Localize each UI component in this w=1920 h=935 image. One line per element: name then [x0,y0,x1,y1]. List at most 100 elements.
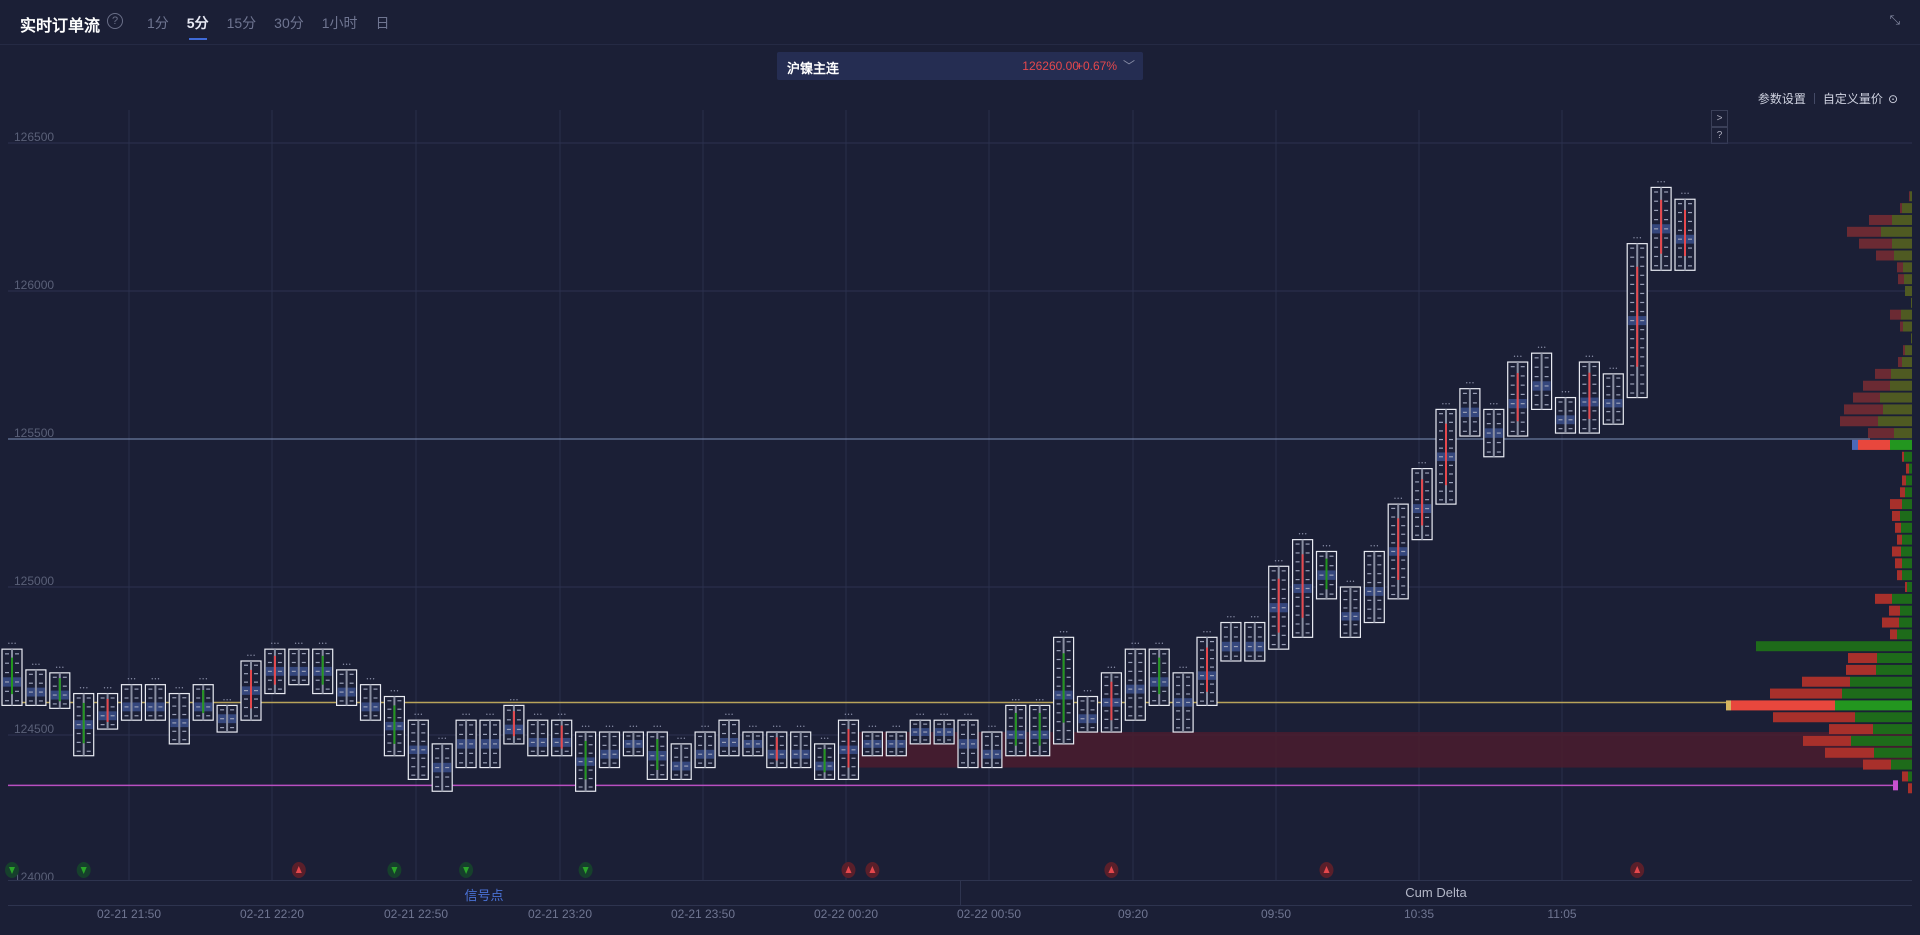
candle-header-dots: • • • [80,686,88,692]
tab-1min[interactable]: 1分 [147,15,169,31]
footprint-candle: • • • [1268,558,1290,650]
footprint-candle: • • • [1507,354,1529,437]
candle-header-dots: • • • [1131,641,1139,647]
footprint-candle: • • • [1291,532,1314,638]
tab-30min[interactable]: 30分 [274,15,304,31]
candle-header-dots: • • • [343,662,351,668]
volume-profile-sell-bar [1898,357,1902,368]
volume-profile-buy-bar [1911,297,1912,308]
footprint-candle: • • • [551,712,573,757]
candle-header-dots: • • • [438,736,446,742]
volume-profile-buy-bar [1909,463,1912,474]
candle-header-dots: • • • [127,677,135,683]
footprint-candle: • • • [1674,191,1696,271]
tab-day[interactable]: 日 [375,15,390,31]
volume-profile-sell-bar [1731,700,1835,711]
volume-profile-buy-bar [1901,546,1912,557]
footprint-candle: • • • [670,736,692,781]
footprint-candle: • • • [383,689,405,757]
footprint-candle: • • • [455,712,477,769]
candle-header-dots: • • • [821,736,829,742]
volume-profile-sell-bar [1898,274,1904,285]
footprint-candle: • • • [1029,697,1051,757]
volume-profile-sell-bar [1802,676,1850,687]
candle-header-dots: • • • [725,712,733,718]
candle-header-dots: • • • [1514,354,1522,360]
tab-cum-delta[interactable]: Cum Delta [1405,885,1467,900]
circle-dot-icon[interactable]: ⊙ [1887,91,1898,106]
volume-profile-buy-bar [1899,617,1912,628]
candle-header-dots: • • • [749,724,757,730]
footprint-candle: • • • [981,724,1003,769]
tab-1hour[interactable]: 1小时 [321,15,358,31]
volume-profile-sell-bar [1905,582,1907,592]
footprint-candle: • • • [407,712,429,781]
volume-profile-buy-bar [1880,392,1912,403]
divider [1813,93,1815,104]
volume-profile-sell-bar [1897,262,1903,273]
x-axis-label: 02-21 22:20 [239,907,305,921]
volume-profile-buy-bar [1903,321,1912,332]
collapse-arrows-icon[interactable]: ⤡ [1889,12,1900,27]
tab-signals[interactable]: 信号点 [464,888,504,903]
volume-profile-sell-bar [1803,735,1851,746]
footprint-candle: • • • [909,712,931,745]
footprint-candle: • • • [1148,641,1170,706]
footprint-candle: • • • [1172,665,1194,733]
candle-header-dots: • • • [916,712,924,718]
footprint-candle: • • • [1483,401,1505,458]
volume-profile-sell-bar [1875,593,1892,604]
tab-5min[interactable]: 5分 [186,15,209,40]
question-circle-icon[interactable]: ? [107,13,123,29]
candle-header-dots: • • • [56,665,64,671]
footprint-candle: • • • [120,677,143,721]
candle-header-dots: • • • [1418,461,1426,467]
candle-header-dots: • • • [1490,401,1498,407]
candle-header-dots: • • • [295,641,303,647]
tab-15min[interactable]: 15分 [226,15,257,31]
candle-header-dots: • • • [534,712,542,718]
candle-header-dots: • • • [1060,629,1068,635]
volume-profile-sell-bar [1895,522,1901,533]
volume-profile-buy-bar [1892,238,1912,249]
footprint-candle: • • • [1411,461,1433,541]
volume-profile-sell-bar [1876,250,1894,261]
candle-header-dots: • • • [1012,697,1020,703]
footprint-candle: • • • [144,677,166,721]
footprint-candle: • • • [1387,496,1409,600]
chevron-down-icon: ﹀ [1122,59,1135,73]
volume-profile-sell-bar [1825,747,1874,758]
footprint-candle: • • • [1339,579,1362,638]
candle-header-dots: • • • [414,712,422,718]
params-settings-button[interactable]: 参数设置 [1757,92,1806,106]
candle-header-dots: • • • [486,712,494,718]
signal-down-arrow-icon [80,867,87,874]
page-title: 实时订单流 [20,18,101,35]
volume-profile-buy-bar [1911,333,1912,344]
footprint-candle: • • • [861,724,884,757]
candle-header-dots: • • • [151,677,159,683]
volume-profile-sell-bar [1863,759,1891,770]
footprint-candle: • • • [1459,381,1481,437]
candle-header-dots: • • • [582,724,590,730]
footprint-candle: • • • [49,665,71,709]
custom-volume-price-button[interactable]: 自定义量价 [1822,92,1883,106]
y-axis-label: 124500 [14,722,54,736]
volume-profile-buy-bar [1890,439,1912,450]
volume-profile-sell-bar [1890,309,1901,320]
expand-panel-button[interactable]: > [1711,110,1728,127]
volume-profile-sell-bar [1900,203,1902,214]
footprint-candle: • • • [1554,390,1577,434]
y-axis-label: 126500 [14,130,54,144]
footprint-candle: • • • [1244,615,1266,662]
footprint-candle: • • • [1626,236,1648,399]
footprint-candle: • • • [1,641,23,706]
volume-profile-buy-bar [1873,724,1912,735]
candle-header-dots: • • • [892,724,900,730]
volume-profile-sell-bar [1889,605,1900,616]
y-axis-label: 126000 [14,278,54,292]
symbol-selector[interactable]: 沪镍主连 126260.00 +0.67% ﹀ [777,52,1143,80]
footprint-candle: • • • [1578,354,1601,434]
footprint-chart[interactable]: 126500 126000 125500 125000 124500 124000 • • … [0,0,1920,880]
footprint-candle: • • • [1650,179,1672,271]
